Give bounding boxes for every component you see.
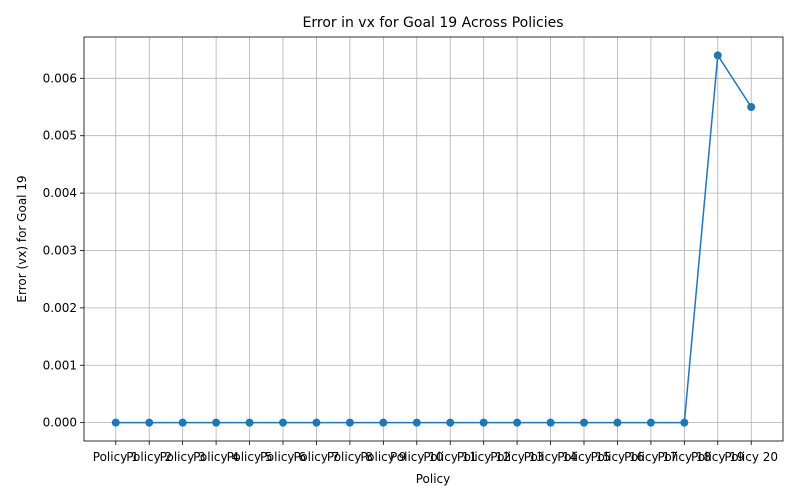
x-tick-label: Policy 10 bbox=[390, 450, 444, 464]
data-point bbox=[212, 418, 221, 427]
data-point bbox=[412, 418, 421, 427]
plot-frame bbox=[83, 36, 784, 442]
data-point bbox=[646, 418, 655, 427]
x-tick-label: Policy 4 bbox=[193, 450, 239, 464]
y-tick-label: 0.001 bbox=[43, 358, 77, 372]
data-point bbox=[245, 418, 254, 427]
y-tick-label: 0.006 bbox=[43, 71, 77, 85]
x-tick-label: Policy 13 bbox=[490, 450, 544, 464]
data-point bbox=[446, 418, 455, 427]
data-point bbox=[580, 418, 589, 427]
x-tick-label: Policy 18 bbox=[658, 450, 712, 464]
y-tick-label: 0.003 bbox=[43, 243, 77, 257]
series bbox=[111, 51, 756, 427]
data-point bbox=[379, 418, 388, 427]
y-axis-label: Error (vx) for Goal 19 bbox=[15, 175, 29, 302]
y-tick-label: 0.004 bbox=[43, 186, 77, 200]
y-tick-label: 0.005 bbox=[43, 129, 77, 143]
x-tick-label: Policy 12 bbox=[457, 450, 511, 464]
data-point bbox=[613, 418, 622, 427]
data-point bbox=[278, 418, 287, 427]
x-tick-label: Policy 2 bbox=[126, 450, 172, 464]
y-tick-label: 0.002 bbox=[43, 301, 77, 315]
x-tick-label: Policy 19 bbox=[691, 450, 745, 464]
data-point bbox=[111, 418, 120, 427]
x-tick-label: Policy 5 bbox=[227, 450, 273, 464]
data-point bbox=[713, 51, 722, 60]
grid bbox=[84, 37, 783, 441]
data-point bbox=[479, 418, 488, 427]
x-tick-label: Policy 20 bbox=[724, 450, 778, 464]
y-tick-label: 0.000 bbox=[43, 416, 77, 430]
x-tick-label: Policy 8 bbox=[327, 450, 373, 464]
data-point bbox=[345, 418, 354, 427]
data-point bbox=[747, 103, 756, 112]
x-tick-label: Policy 7 bbox=[293, 450, 339, 464]
data-point bbox=[546, 418, 555, 427]
x-tick-label: Policy 3 bbox=[160, 450, 206, 464]
x-tick-label: Policy 11 bbox=[423, 450, 477, 464]
x-tick-label: Policy 1 bbox=[93, 450, 139, 464]
data-point bbox=[145, 418, 154, 427]
x-tick-label: Policy 9 bbox=[360, 450, 406, 464]
data-point bbox=[680, 418, 689, 427]
data-point bbox=[312, 418, 321, 427]
x-tick-label: Policy 14 bbox=[524, 450, 578, 464]
x-tick-label: Policy 16 bbox=[591, 450, 645, 464]
x-tick-label: Policy 15 bbox=[557, 450, 611, 464]
data-point bbox=[178, 418, 187, 427]
series-line bbox=[115, 53, 752, 424]
x-tick-label: Policy 17 bbox=[624, 450, 678, 464]
x-tick-label: Policy 6 bbox=[260, 450, 306, 464]
chart-title: Error in vx for Goal 19 Across Policies bbox=[303, 15, 564, 31]
x-axis-label: Policy bbox=[416, 472, 451, 486]
data-point bbox=[513, 418, 522, 427]
